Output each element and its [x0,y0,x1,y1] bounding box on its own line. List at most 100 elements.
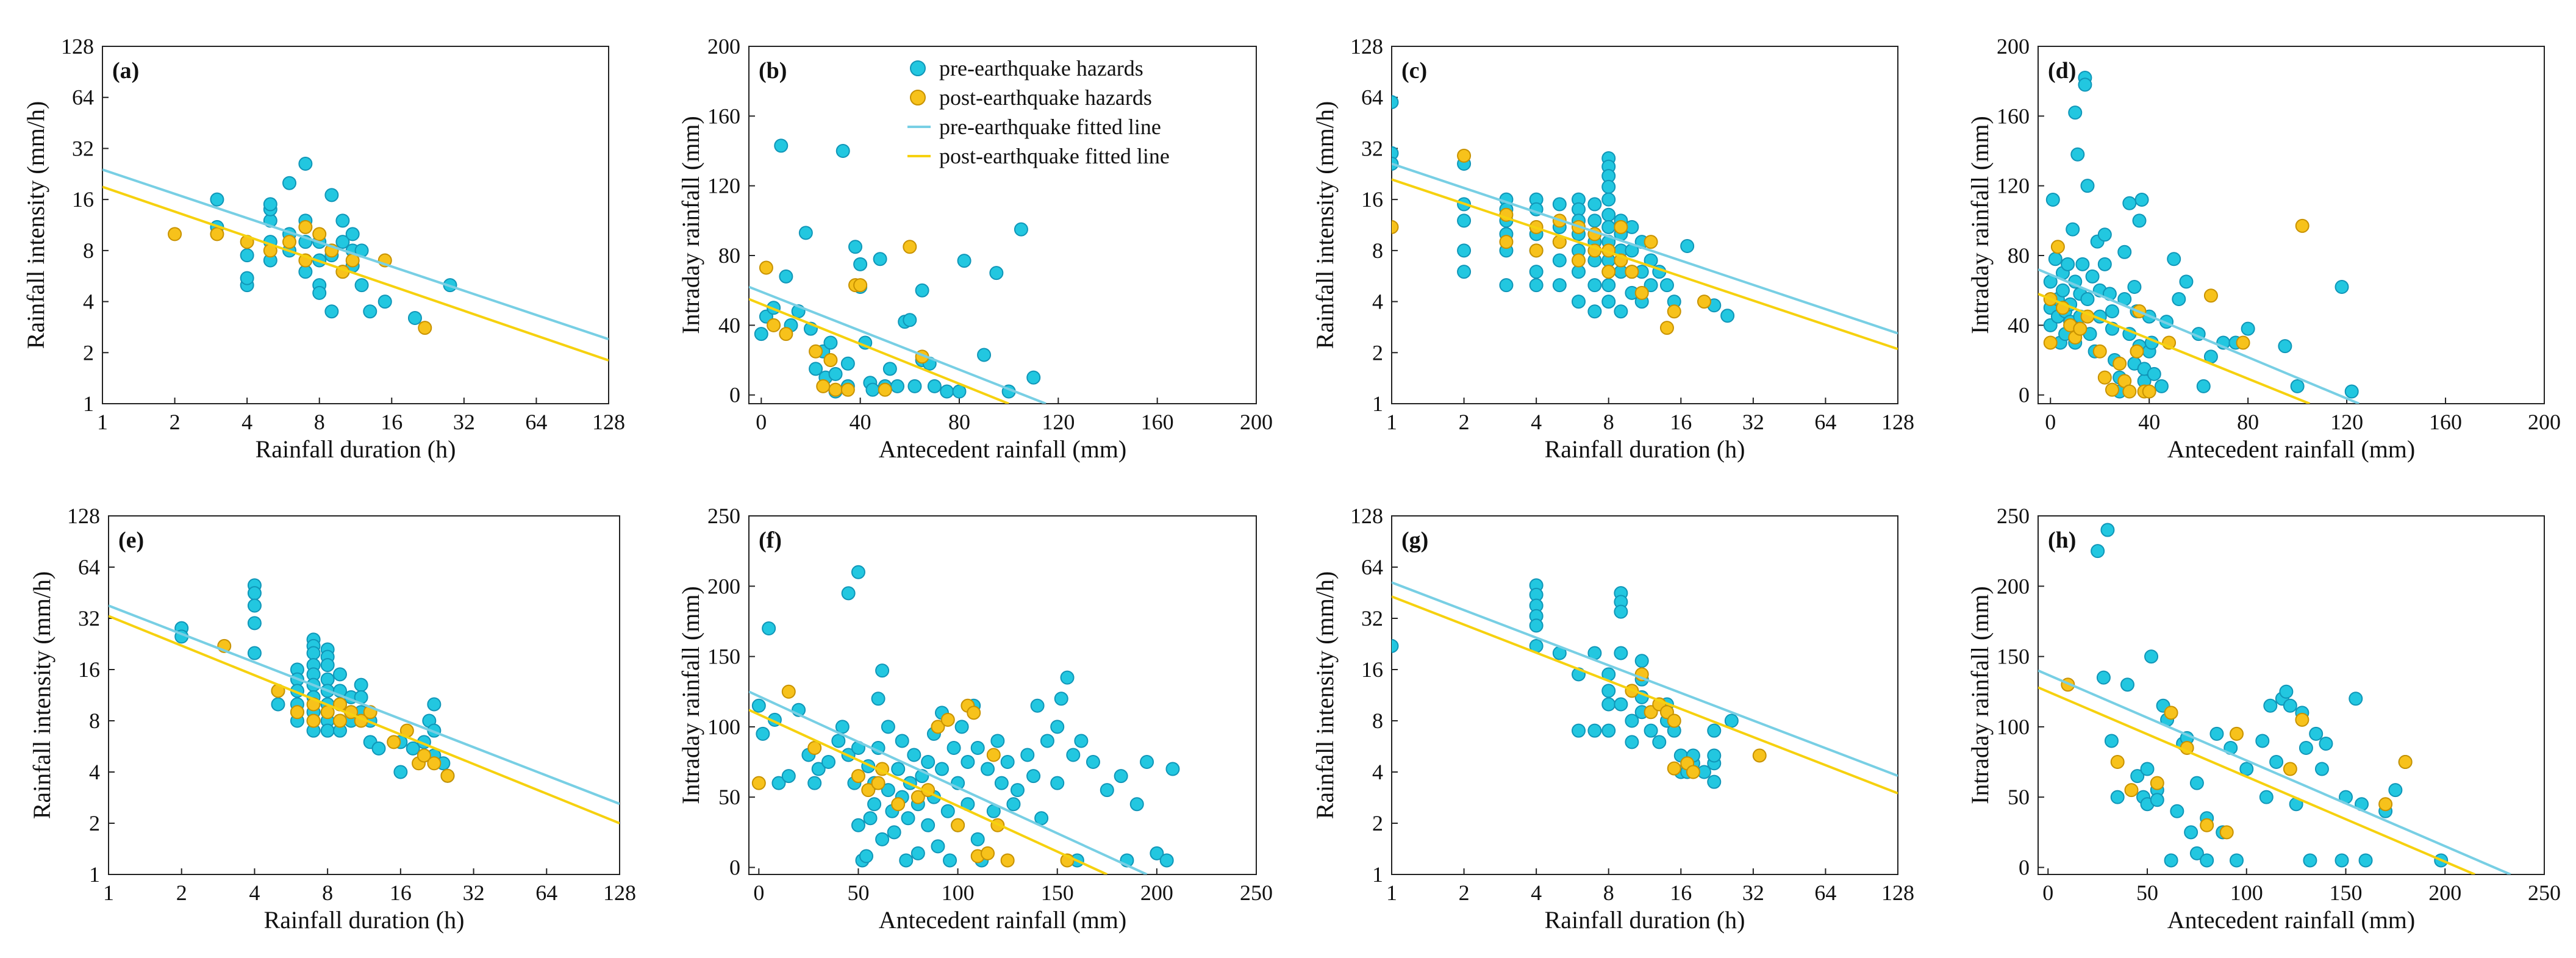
post-earthquake-point [1499,235,1514,249]
x-tick-label: 200 [2528,410,2561,434]
pre-earthquake-point [774,138,789,153]
pre-earthquake-point [1652,735,1667,749]
post-earthquake-point [2122,384,2137,399]
pre-earthquake-point [2122,196,2137,210]
pre-earthquake-point [2358,853,2373,868]
pre-earthquake-point [934,762,949,776]
pre-earthquake-point [2070,147,2085,162]
x-tick-label: 120 [1042,410,1075,434]
post-earthquake-point [871,776,886,790]
post-earthquake-fitted-line [1392,178,1898,351]
pre-earthquake-point [324,188,339,202]
pre-earthquake-point [961,755,975,770]
pre-earthquake-point [2309,726,2324,741]
post-earthquake-fitted-line [2038,686,2475,874]
y-tick-label: 2 [1372,340,1383,365]
pre-earthquake-point [1050,720,1065,734]
pre-earthquake-point [1034,811,1049,826]
panel-h: 0 50 100 150 200 250 0 50 100 150 200 250 Antecedent… [1966,504,2561,934]
pre-earthquake-point [2097,227,2112,242]
post-earthquake-point [951,818,965,832]
x-axis-title-e: Rainfall duration (h) [264,906,465,934]
y-tick-label: 40 [718,313,740,337]
y-axis-title-d: Intraday rainfall (mm) [1966,116,1994,334]
pre-earthquake-point [1006,797,1021,812]
x-tick-label: 250 [2528,881,2561,905]
pre-earthquake-point [2167,252,2181,266]
panel-c: 1 2 4 8 16 32 64 128 1 2 4 8 16 32 64 128 Rainfall durat… [1311,34,1914,463]
post-earthquake-point [2110,755,2125,770]
panel-label-g: (g) [1401,527,1428,553]
pre-earthquake-point [2097,257,2112,271]
pre-earthquake-point [899,853,914,868]
post-earthquake-point [828,382,843,397]
x-tick-label: 32 [1742,881,1764,905]
y-tick-label: 128 [1350,34,1383,59]
pre-earthquake-point [345,227,360,241]
pre-earthquake-point [1587,213,1602,228]
pre-earthquake-point [1026,769,1041,784]
y-tick-label: 32 [72,136,94,160]
x-tick-label: 128 [1881,410,1914,434]
pre-earthquake-point [1150,846,1164,860]
pre-earthquake-point [840,356,855,371]
pre-earthquake-point [1552,197,1567,212]
post-earthquake-point [2124,783,2139,798]
post-earthquake-point [1529,243,1544,258]
panel-g: 1 2 4 8 16 32 64 128 1 2 4 8 16 32 64 128 Rainfall durat… [1311,504,1914,934]
pre-earthquake-point [2105,304,2119,318]
x-tick-label: 2 [176,881,187,905]
pre-earthquake-point [1601,207,1616,222]
pre-earthquake-point [2150,793,2164,807]
post-earthquake-point [417,748,431,763]
pre-earthquake-point [1165,762,1180,776]
pre-earthquake-point [1392,146,1399,160]
pre-earthquake-point [2269,755,2284,770]
pre-earthquake-point [2127,279,2142,294]
pre-earthquake-point [1587,723,1602,738]
pre-earthquake-point [271,697,285,712]
pre-earthquake-point [320,723,335,738]
post-earthquake-point [2283,762,2297,776]
post-earthquake-point [2105,382,2119,397]
post-earthquake-point [2378,797,2393,812]
pre-earthquake-point [406,741,420,756]
pre-earthquake-point [809,362,823,376]
legend-post-hazards: post-earthquake hazards [939,85,1152,110]
y-tick-label: 200 [707,574,740,598]
pre-earthquake-point [240,271,254,285]
pre-earthquake-point [865,382,880,397]
pre-earthquake-point [1114,769,1128,784]
pre-earthquake-point [335,213,350,228]
y-tick-label: 0 [2019,383,2030,407]
pre-earthquake-point [1659,278,1674,293]
pre-earthquake-point [811,762,826,776]
y-tick-label: 0 [2019,855,2030,879]
post-earthquake-point [2295,712,2309,727]
post-earthquake-point [418,321,432,335]
pre-earthquake-fitted-line [1392,162,1898,335]
y-tick-label: 120 [707,174,740,198]
pre-earthquake-point [1572,723,1586,738]
pre-earthquake-point [754,327,768,341]
y-tick-label: 16 [78,657,100,682]
pre-earthquake-point [1625,735,1639,749]
pre-earthquake-point [210,192,224,207]
pre-earthquake-point [1707,774,1722,789]
pre-earthquake-point [1026,370,1041,385]
y-tick-label: 16 [1361,187,1383,212]
pre-earthquake-point [1100,783,1114,798]
pre-earthquake-point [2110,790,2125,804]
pre-earthquake-point [2134,193,2149,207]
pre-earthquake-point [1601,723,1616,738]
post-earthquake-point [2200,818,2214,832]
x-tick-label: 8 [322,881,333,905]
post-earthquake-point [440,768,455,783]
x-tick-label: 128 [1881,881,1914,905]
pre-earthquake-point [1614,697,1628,712]
y-tick-label: 8 [1372,709,1383,733]
post-earthquake-point [1392,220,1399,234]
post-earthquake-point [2219,825,2234,840]
x-tick-label: 16 [390,881,412,905]
pre-earthquake-point [2068,105,2083,120]
